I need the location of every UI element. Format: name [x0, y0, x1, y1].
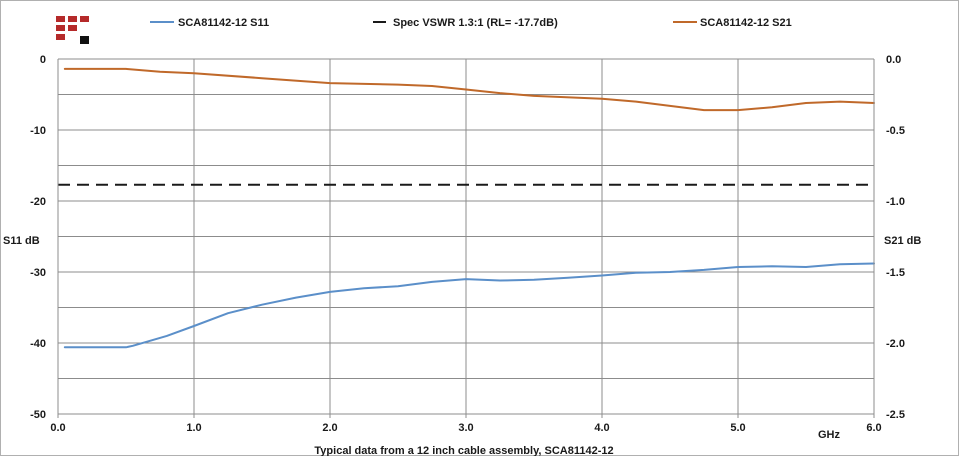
legend-item-spec: Spec VSWR 1.3:1 (RL= -17.7dB): [373, 17, 558, 29]
logo-block: [68, 16, 77, 22]
logo-block: [56, 16, 65, 22]
x-tick-label: 1.0: [186, 422, 201, 434]
x-tick-label: 3.0: [458, 422, 473, 434]
y-right-tick-label: -0.5: [886, 125, 905, 137]
x-tick-label: 6.0: [866, 422, 881, 434]
logo-block: [68, 25, 77, 31]
x-tick-label: 5.0: [730, 422, 745, 434]
legend-label-s11: SCA81142-12 S11: [178, 17, 269, 29]
y-right-tick-label: -1.5: [886, 267, 905, 279]
y-left-tick-label: -10: [30, 125, 46, 137]
y-right-tick-label: -2.5: [886, 409, 905, 421]
y-axis-left-title: S11 dB: [3, 235, 40, 247]
y-left-tick-label: -40: [30, 338, 46, 350]
axes: 0.0 1.0 2.0 3.0 4.0 5.0 6.0 0 -10 -20 -30 -40 -50 0.0…: [30, 54, 905, 434]
grid: [58, 58, 875, 414]
series-line-s21: [63, 67, 875, 112]
y-axis-right-title: S21 dB: [884, 235, 921, 247]
company-logo: [56, 16, 89, 44]
y-right-tick-label: -2.0: [886, 338, 905, 350]
series-line-s11: [63, 262, 875, 349]
y-left-tick-label: -30: [30, 267, 46, 279]
legend-label-spec: Spec VSWR 1.3:1 (RL= -17.7dB): [393, 17, 558, 29]
logo-block: [80, 36, 89, 44]
y-left-tick-label: -50: [30, 409, 46, 421]
x-tick-label: 4.0: [594, 422, 609, 434]
y-right-tick-label: 0.0: [886, 54, 901, 66]
x-tick-label: 2.0: [322, 422, 337, 434]
x-tick-label: 0.0: [50, 422, 65, 434]
series-layer: [58, 67, 875, 349]
logo-block: [80, 16, 89, 22]
legend-item-s21: SCA81142-12 S21: [673, 17, 792, 29]
y-left-tick-label: -20: [30, 196, 46, 208]
legend: SCA81142-12 S11 Spec VSWR 1.3:1 (RL= -17…: [150, 17, 792, 29]
chart-caption: Typical data from a 12 inch cable assemb…: [314, 445, 613, 456]
legend-item-s11: SCA81142-12 S11: [150, 17, 269, 29]
y-right-tick-label: -1.0: [886, 196, 905, 208]
y-left-tick-label: 0: [40, 54, 46, 66]
legend-label-s21: SCA81142-12 S21: [700, 17, 792, 29]
logo-block: [56, 25, 65, 31]
logo-block: [56, 34, 65, 40]
x-axis-title: GHz: [818, 429, 841, 441]
